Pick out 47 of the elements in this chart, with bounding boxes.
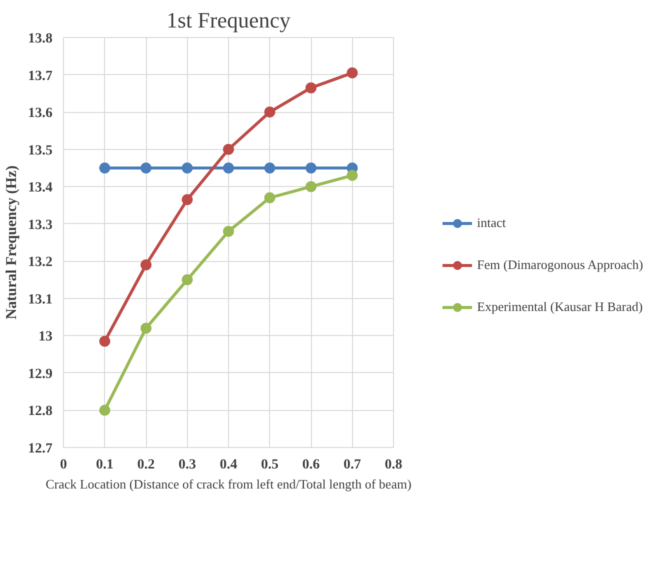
point — [99, 336, 110, 347]
y-axis-title: Natural Frequency (Hz) — [4, 166, 20, 320]
legend-label: Fem (Dimarogonous Approach) — [477, 257, 644, 273]
x-tick-label: 0.8 — [384, 458, 402, 472]
point — [223, 226, 234, 237]
point — [223, 144, 234, 155]
y-tick-label: 13.3 — [28, 218, 52, 233]
x-tick-label: 0.1 — [96, 458, 114, 472]
point — [306, 82, 316, 94]
x-tick-label: 0.2 — [137, 458, 155, 472]
y-tick-label: 13.5 — [28, 143, 52, 158]
point — [99, 162, 110, 174]
point — [182, 274, 193, 286]
x-tick-label: 0.7 — [344, 458, 361, 472]
y-tick-label: 12.9 — [28, 366, 52, 382]
x-tick-label: 0.5 — [261, 458, 278, 472]
x-tick-label: 0 — [60, 458, 67, 472]
point — [306, 181, 316, 192]
point — [99, 404, 110, 416]
y-tick-label: 13.2 — [28, 255, 52, 270]
y-tick-label: 13 — [38, 330, 52, 345]
y-tick-label: 12.7 — [28, 442, 52, 456]
x-tick-label: 0.6 — [302, 458, 320, 472]
point — [182, 194, 193, 206]
y-tick-label: 13.1 — [28, 292, 52, 308]
x-tick-label: 0.3 — [178, 458, 196, 472]
point — [264, 162, 276, 174]
chart-title: 1st Frequency — [166, 8, 291, 32]
point — [140, 259, 152, 270]
point — [264, 106, 276, 118]
point — [182, 162, 193, 174]
point — [140, 322, 152, 334]
point — [223, 162, 234, 174]
legend-label: intact — [477, 215, 506, 231]
x-axis-title: Crack Location (Distance of crack from left end/Total length of beam) — [46, 476, 412, 492]
y-tick-label: 13.4 — [28, 180, 52, 196]
point — [306, 162, 316, 174]
y-tick-label: 13.7 — [28, 68, 52, 84]
y-tick-label: 12.8 — [28, 404, 52, 420]
point — [346, 170, 358, 181]
y-tick-label: 13.6 — [28, 106, 52, 122]
point — [264, 192, 276, 204]
x-tick-label: 0.4 — [220, 458, 238, 472]
y-tick-label: 13.8 — [28, 32, 52, 46]
legend-label: Experimental (Kausar H Barad) — [477, 299, 643, 315]
point — [346, 67, 358, 78]
point — [140, 162, 152, 174]
